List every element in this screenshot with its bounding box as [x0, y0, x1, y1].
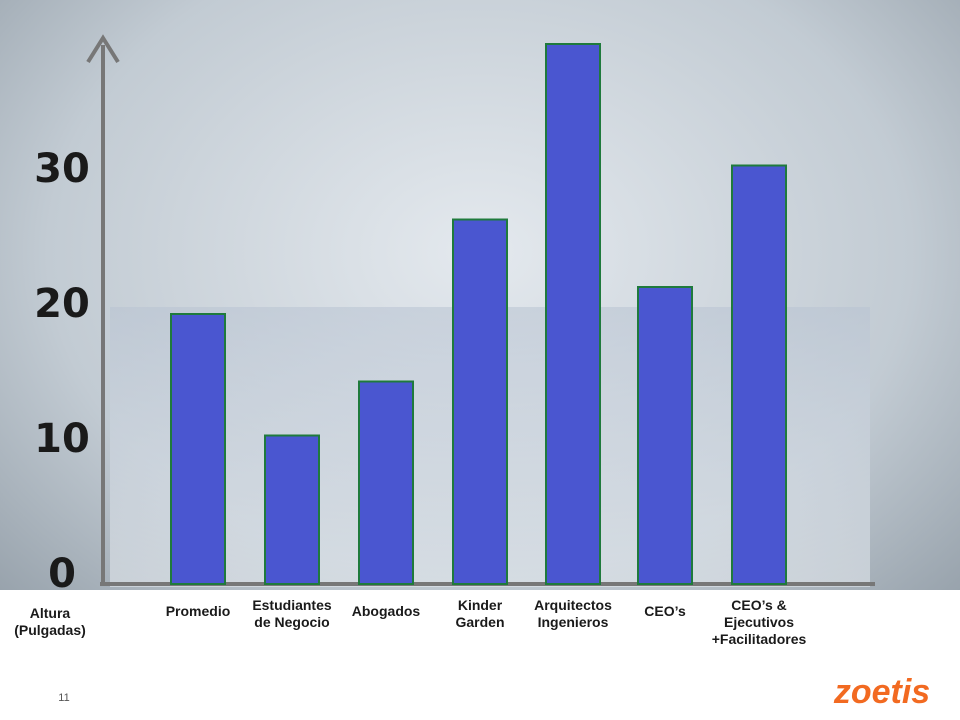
logo: zoetis	[833, 673, 930, 711]
page-number: 11	[58, 692, 69, 704]
bar	[637, 286, 693, 585]
x-tick-label: Kinder Garden	[455, 597, 504, 630]
bar	[170, 313, 226, 585]
x-tick-label: Estudiantes de Negocio	[252, 597, 332, 630]
y-axis-arrow	[86, 34, 120, 64]
y-tick-label: 10	[34, 416, 90, 462]
y-tick-label: 0	[48, 551, 76, 597]
x-tick-label: CEO’s & Ejecutivos +Facilitadores	[712, 597, 807, 647]
x-tick-label: Arquitectos Ingenieros	[534, 597, 612, 630]
x-tick-label: Abogados	[352, 603, 421, 619]
y-tick-label: 30	[34, 146, 90, 192]
y-axis-label: Altura (Pulgadas)	[14, 605, 86, 638]
y-tick-label: 20	[34, 281, 90, 327]
x-tick-label: Promedio	[166, 603, 231, 619]
bar	[452, 218, 508, 585]
x-tick-label: CEO’s	[644, 603, 686, 619]
bar	[264, 434, 320, 585]
bar	[545, 43, 601, 585]
footer-band	[0, 590, 960, 720]
bar	[358, 380, 414, 585]
bar	[731, 164, 787, 585]
